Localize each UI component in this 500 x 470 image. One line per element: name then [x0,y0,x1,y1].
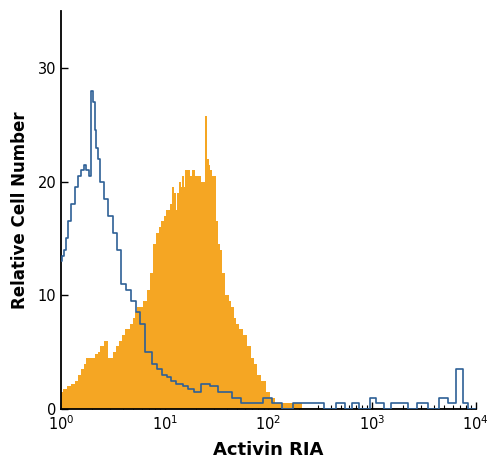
X-axis label: Activin RIA: Activin RIA [213,441,324,459]
Y-axis label: Relative Cell Number: Relative Cell Number [11,111,29,309]
